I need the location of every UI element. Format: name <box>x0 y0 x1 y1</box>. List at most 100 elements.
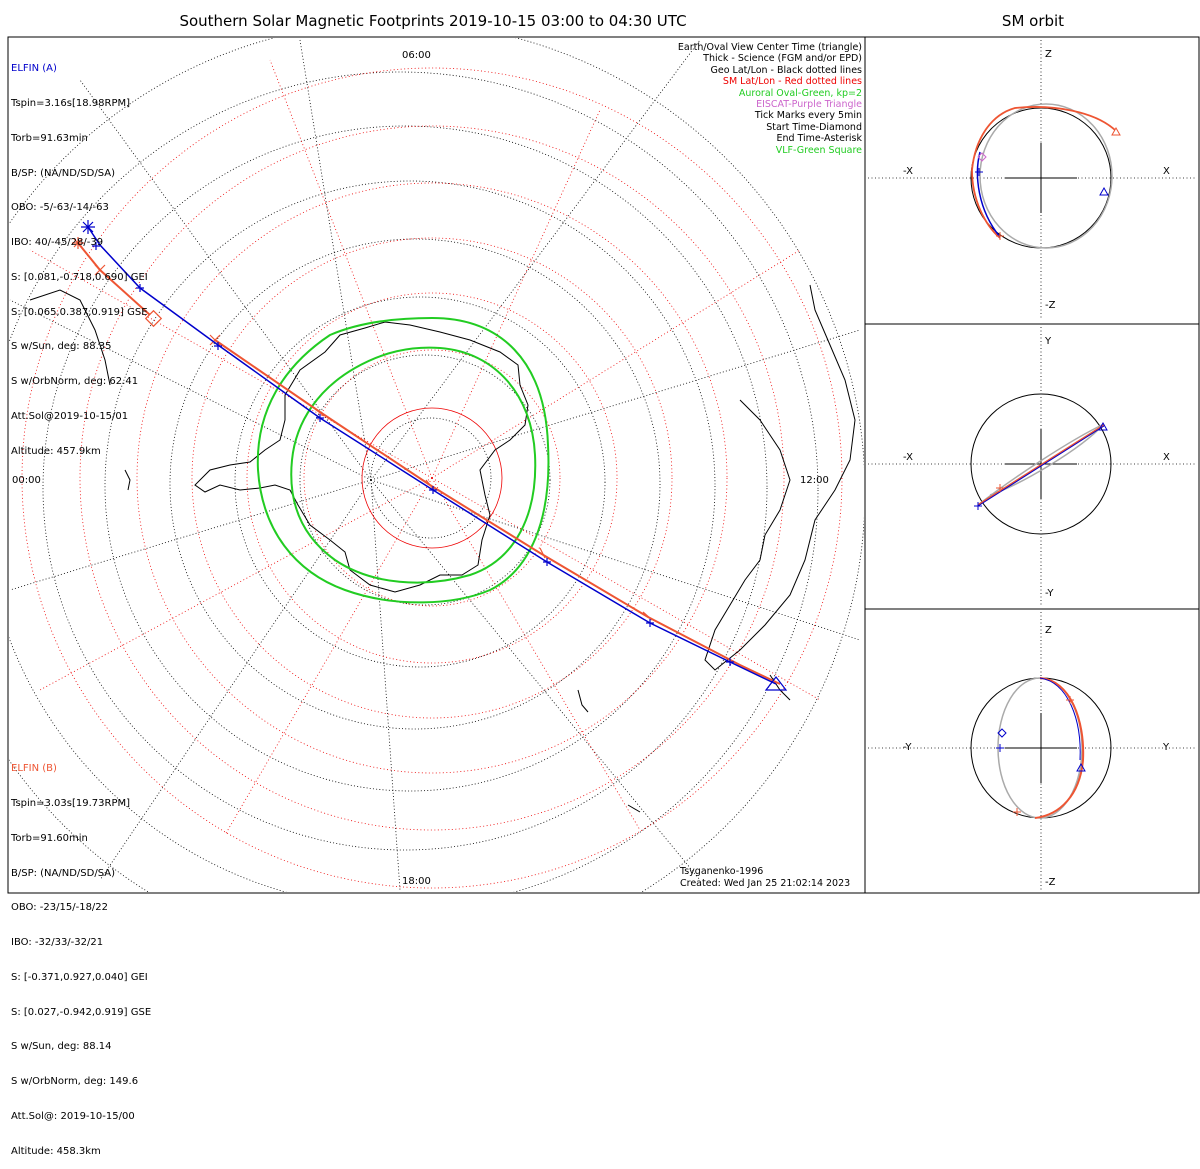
geo-meridian <box>299 39 372 481</box>
elfin-b-line: IBO: -32/33/-32/21 <box>11 937 104 949</box>
elfin-b-end-asterisk <box>72 237 84 249</box>
geo-grid <box>9 38 864 892</box>
elfin-b-end-triangle <box>1111 126 1121 136</box>
geo-lat-circle <box>299 354 551 606</box>
sm-grid <box>21 59 843 889</box>
earth-circle <box>970 393 1112 535</box>
legend-item: Geo Lat/Lon - Black dotted lines <box>710 64 862 76</box>
elfin-a-tick <box>543 558 551 566</box>
geo-lat-circle <box>234 296 606 668</box>
footprint-figure: 06:00 00:00 12:00 18:00 Z -Z -X X <box>7 36 1200 894</box>
elfin-b-ticks <box>72 237 653 621</box>
elfin-a-view-center-triangle <box>764 676 788 691</box>
panel3-right-label: Y <box>1162 742 1170 753</box>
legend-item: Tick Marks every 5min <box>754 110 862 122</box>
legend-item: Start Time-Diamond <box>766 121 862 133</box>
legend-item: Auroral Oval-Green, kp=2 <box>738 87 862 99</box>
elfin-b-orbit <box>971 106 1116 239</box>
elfin-a-diamond <box>977 152 987 162</box>
elfin-a-diamond <box>997 728 1007 738</box>
elfin-b-line: S: [0.027,-0.942,0.919] GSE <box>11 1006 152 1018</box>
elfin-b-line: Torb=91.60min <box>11 832 88 844</box>
elfin-b-start-diamond <box>144 309 163 328</box>
elfin-a-line: S: [0.081,-0.718,0.690] GEI <box>11 271 148 283</box>
elfin-b-line: B/SP: (NA/ND/SD/SA) <box>11 867 115 879</box>
elfin-a-end-asterisk <box>81 220 95 234</box>
elfin-a-tick <box>316 414 324 422</box>
panel3-left-label: -Y <box>903 742 912 753</box>
elfin-a-orbit <box>977 425 1105 507</box>
elfin-a-line: Altitude: 457.9km <box>11 445 101 457</box>
elfin-a-orbit <box>976 151 1001 238</box>
elfin-a-ticks <box>81 220 788 691</box>
south-america-coastline <box>704 284 856 671</box>
elfin-b-line: Tspin=3.03s[19.73RPM] <box>11 797 131 809</box>
sm-meridian <box>431 249 801 479</box>
elfin-b-name: ELFIN (B) <box>11 763 57 775</box>
panel1-right-label: X <box>1163 166 1170 177</box>
orbit-panel-1-frame <box>864 36 1200 325</box>
sm-meridian <box>431 477 641 831</box>
island <box>577 689 589 713</box>
elfin-b-asterisk <box>996 232 1004 240</box>
sm-pole-circle <box>361 407 503 549</box>
elfin-b-line: Altitude: 458.3km <box>11 1145 101 1157</box>
panel2-left-label: -X <box>903 452 913 463</box>
geo-meridian <box>9 299 372 481</box>
geo-meridian <box>9 479 372 591</box>
credit: Tsyganenko-1996 Created: Wed Jan 25 21:0… <box>680 866 850 889</box>
island <box>124 469 131 491</box>
panel2-right-label: X <box>1163 452 1170 463</box>
elfin-a-line: B/SP: (NA/ND/SD/SA) <box>11 167 115 179</box>
elfin-b-tick <box>539 547 546 559</box>
panel1-top-label: Z <box>1045 49 1052 60</box>
elfin-b-line: Att.Sol@: 2019-10-15/00 <box>11 1111 135 1122</box>
sm-meridian <box>29 249 433 479</box>
elfin-a-end-triangle <box>1098 421 1108 431</box>
auroral-oval-outer <box>256 316 550 604</box>
island <box>627 804 641 813</box>
geo-meridian <box>370 329 861 481</box>
legend: Earth/Oval View Center Time (triangle) T… <box>678 42 862 156</box>
orbit-panel-title: SM orbit <box>1001 12 1065 30</box>
africa-coastline <box>29 289 111 386</box>
sm-meridian <box>431 109 601 479</box>
elfin-a-track <box>87 226 777 685</box>
elfin-b-tick <box>642 611 653 621</box>
elfin-a-line: Att.Sol@2019-10-15/01 <box>11 411 129 422</box>
south-america-tip <box>769 674 791 701</box>
elfin-b-track <box>77 242 781 685</box>
elfin-a-tick <box>726 658 734 666</box>
legend-item: Earth/Oval View Center Time (triangle) <box>677 42 862 53</box>
legend-item: EISCAT-Purple Triangle <box>756 99 862 111</box>
map-time-label-bottom: 18:00 <box>402 876 431 887</box>
elfin-a-tick <box>136 284 144 292</box>
elfin-b-info: ELFIN (B) Tspin=3.03s[19.73RPM] Torb=91.… <box>11 740 151 1169</box>
elfin-b-orbit <box>1034 677 1085 819</box>
elfin-a-line: Torb=91.63min <box>11 132 88 144</box>
elfin-a-tick <box>214 342 222 350</box>
elfin-b-orbit <box>977 424 1105 506</box>
orbit-panel-3-frame <box>864 608 1200 894</box>
elfin-a-line: Tspin=3.16s[18.98RPM] <box>11 97 131 109</box>
elfin-a-asterisk <box>975 168 983 176</box>
auroral-oval-inner <box>290 346 537 584</box>
elfin-a-orbit <box>1039 677 1081 761</box>
elfin-a-line: S w/Sun, deg: 88.35 <box>11 341 112 353</box>
elfin-a-info: ELFIN (A) Tspin=3.16s[18.98RPM] Torb=91.… <box>11 40 148 469</box>
elfin-b-line: S w/Sun, deg: 88.14 <box>11 1041 112 1053</box>
elfin-b-tick <box>313 407 325 417</box>
sm-lat-circle <box>303 349 561 607</box>
geo-meridian <box>99 479 372 881</box>
sm-meridian <box>269 59 433 479</box>
geo-lat-circle <box>169 238 661 730</box>
orbit-panel-xy: Y -Y -X X <box>868 327 1197 606</box>
elfin-a-line: IBO: 40/-45/28/-39 <box>11 237 104 249</box>
geo-lat-circle <box>9 71 819 892</box>
elfin-a-line: S: [0.065,0.387,0.919] GSE <box>11 306 148 318</box>
panel1-left-label: -X <box>903 166 913 177</box>
sm-lat-circle <box>136 182 728 774</box>
legend-item: Thick - Science (FGM and/or EPD) <box>703 53 862 65</box>
elfin-b-line: S: [-0.371,0.927,0.040] GEI <box>11 971 148 983</box>
sm-lat-circle <box>246 292 618 664</box>
